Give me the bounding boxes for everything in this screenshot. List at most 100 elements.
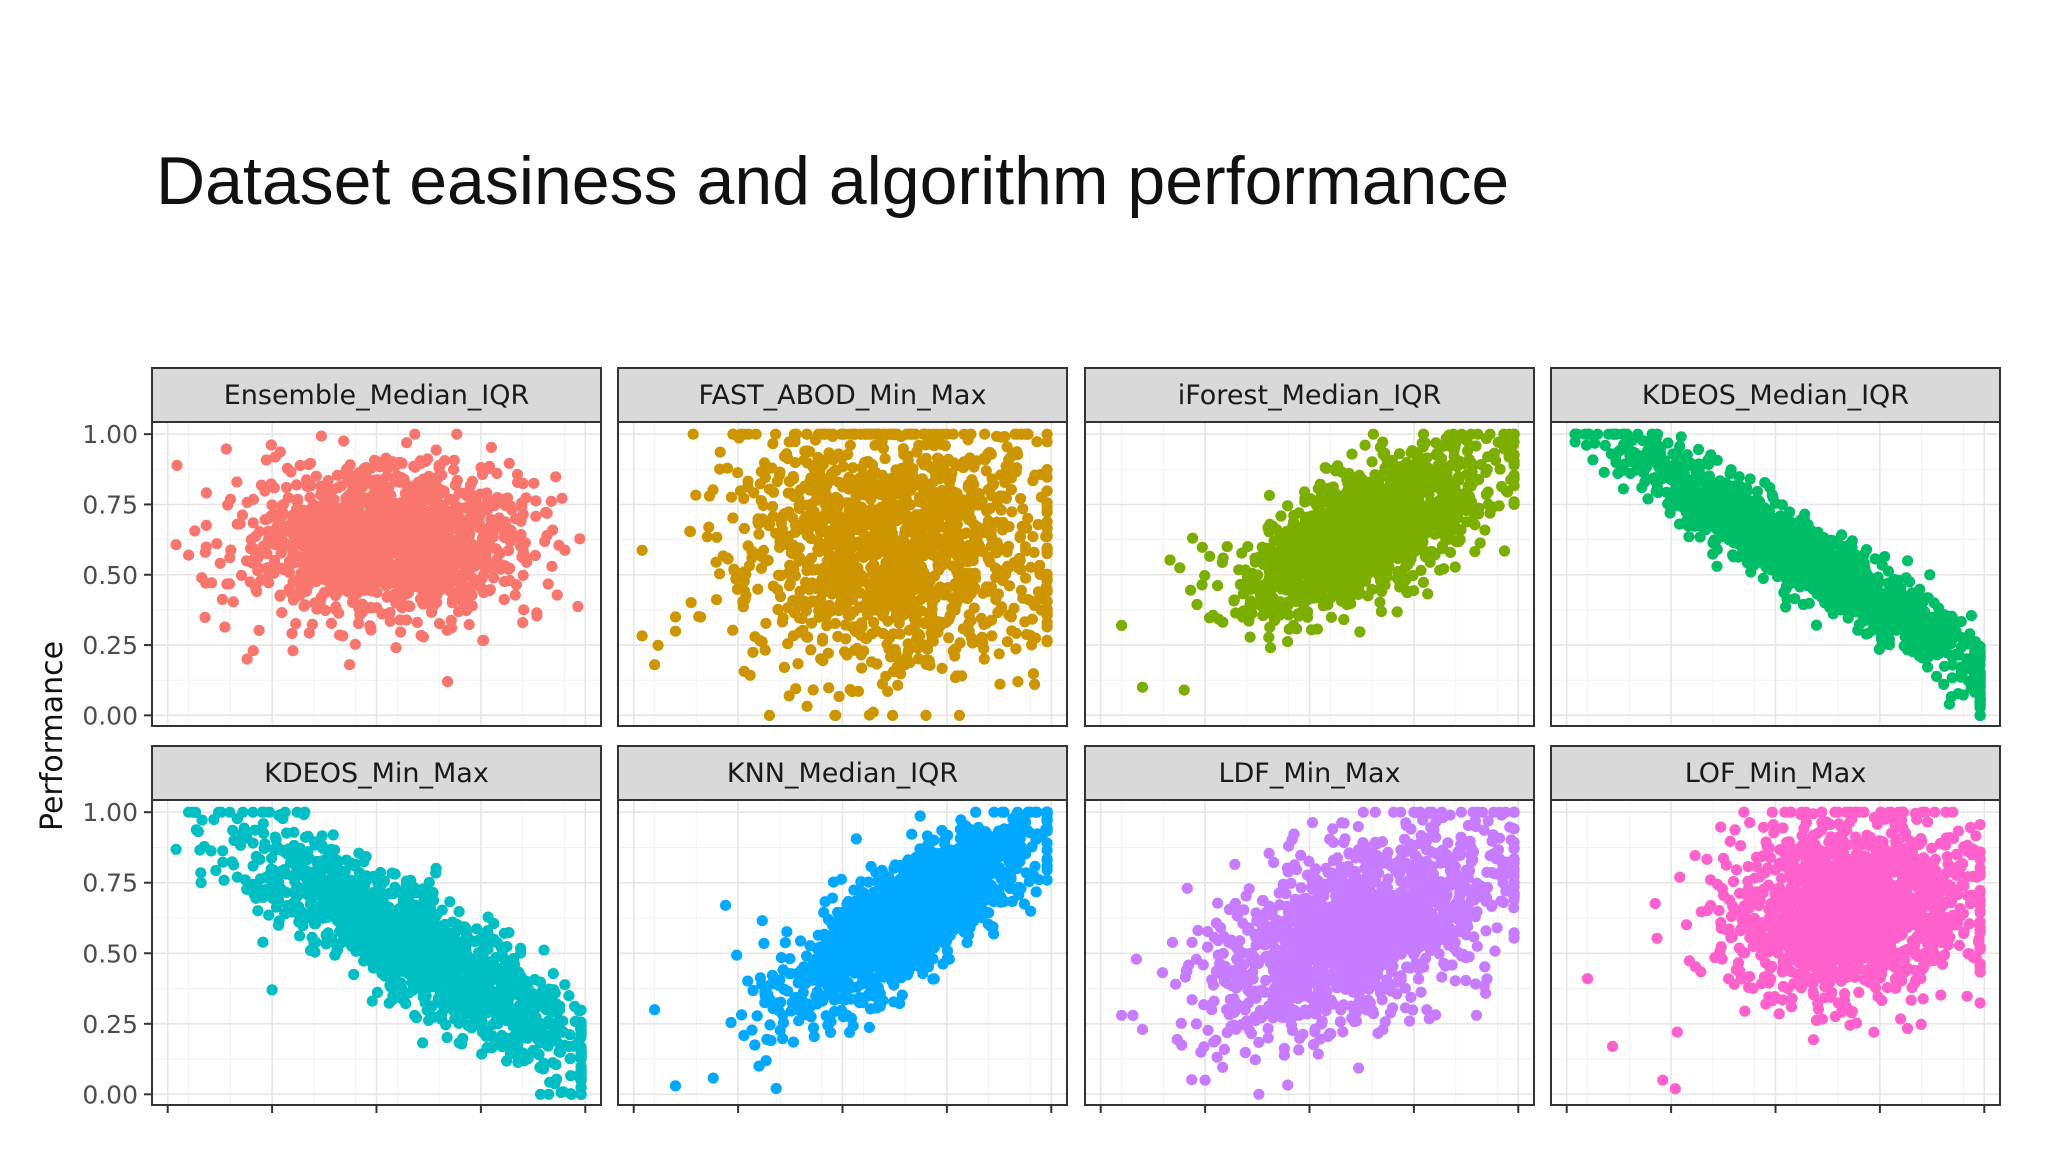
scatter-point	[849, 625, 862, 638]
scatter-point	[355, 518, 367, 530]
scatter-point	[214, 557, 226, 569]
scatter-point	[877, 529, 889, 541]
scatter-point	[341, 525, 353, 537]
scatter-point	[824, 575, 836, 587]
scatter-point	[254, 526, 266, 538]
scatter-point	[519, 537, 531, 549]
scatter-point	[876, 564, 888, 576]
facet-panel: iForest_Median_IQR	[1084, 367, 1535, 727]
scatter-point	[1429, 505, 1441, 517]
scatter-point	[728, 565, 740, 577]
scatter-point	[817, 655, 829, 667]
scatter-point	[323, 511, 335, 524]
scatter-point	[444, 506, 457, 518]
scatter-point	[273, 514, 285, 526]
scatter-point	[1307, 495, 1319, 507]
scatter-point	[451, 474, 463, 486]
scatter-point-outlier	[441, 676, 454, 688]
scatter-point	[1412, 470, 1424, 482]
scatter-point	[1006, 625, 1018, 637]
scatter-point	[323, 576, 335, 588]
scatter-point	[547, 524, 559, 536]
scatter-point	[1373, 470, 1385, 482]
scatter-point	[1022, 594, 1035, 606]
scatter-point	[1221, 541, 1233, 553]
scatter-point	[386, 497, 398, 509]
scatter-point	[876, 678, 889, 690]
scatter-point	[967, 637, 979, 649]
scatter-point	[417, 631, 429, 643]
scatter-point	[515, 529, 527, 541]
scatter-point	[961, 593, 974, 605]
scatter-point	[1401, 457, 1413, 469]
scatter-point	[326, 561, 338, 573]
scatter-point	[752, 583, 764, 595]
scatter-point	[294, 526, 306, 538]
scatter-point	[868, 616, 880, 629]
scatter-point-outlier	[199, 546, 211, 558]
scatter-point	[717, 550, 729, 562]
scatter-point	[274, 590, 286, 602]
scatter-point	[1164, 554, 1176, 566]
scatter-point	[846, 588, 858, 600]
scatter-point	[1257, 609, 1269, 622]
scatter-point	[1283, 609, 1295, 621]
scatter-point	[993, 543, 1005, 556]
scatter-series	[170, 428, 586, 688]
scatter-point	[1412, 447, 1424, 459]
scatter-point	[235, 569, 248, 582]
scatter-point	[1266, 561, 1278, 573]
scatter-point	[1480, 466, 1492, 478]
scatter-point	[528, 477, 540, 489]
scatter-point	[1031, 436, 1043, 448]
scatter-point	[936, 662, 948, 675]
scatter-point	[929, 475, 941, 487]
scatter-point	[1408, 532, 1420, 544]
scatter-point	[1014, 532, 1026, 544]
scatter-point	[1317, 600, 1329, 612]
scatter-point	[419, 566, 431, 579]
scatter-point	[1365, 490, 1377, 502]
scatter-point	[1254, 587, 1266, 599]
scatter-point	[1430, 449, 1442, 461]
scatter-point	[893, 508, 905, 520]
scatter-point	[219, 621, 231, 633]
scatter-point	[1470, 440, 1482, 452]
scatter-point	[409, 428, 421, 440]
scatter-point	[969, 567, 981, 580]
scatter-point	[1041, 604, 1053, 616]
scatter-point	[760, 617, 772, 629]
scatter-point	[711, 531, 723, 543]
scatter-point	[450, 569, 462, 581]
scatter-point	[395, 519, 407, 531]
scatter-point	[1207, 609, 1219, 621]
scatter-point	[1010, 643, 1022, 655]
scatter-point	[980, 465, 992, 477]
scatter-point	[380, 452, 392, 464]
scatter-point	[1040, 530, 1052, 543]
facet-panel: FAST_ABOD_Min_Max	[617, 367, 1068, 727]
scatter-point	[401, 437, 413, 449]
scatter-point	[775, 569, 787, 581]
scatter-point	[1460, 504, 1472, 516]
scatter-point	[963, 625, 975, 637]
scatter-point	[199, 611, 211, 624]
scatter-point	[349, 638, 361, 650]
scatter-point	[714, 446, 726, 458]
scatter-point	[1311, 570, 1324, 582]
scatter-point	[1480, 432, 1492, 445]
scatter-point	[1185, 584, 1197, 596]
scatter-point	[772, 584, 784, 596]
scatter-point	[316, 525, 328, 537]
scatter-point	[1449, 561, 1461, 573]
scatter-point	[979, 428, 991, 440]
scatter-point	[861, 456, 873, 468]
scatter-point	[329, 589, 342, 602]
scatter-point	[475, 462, 487, 474]
scatter-point	[754, 635, 766, 647]
scatter-point	[354, 609, 366, 621]
scatter-point	[1400, 585, 1412, 597]
scatter-point-outlier	[1187, 532, 1199, 544]
scatter-point	[390, 642, 402, 654]
scatter-point	[793, 502, 805, 514]
